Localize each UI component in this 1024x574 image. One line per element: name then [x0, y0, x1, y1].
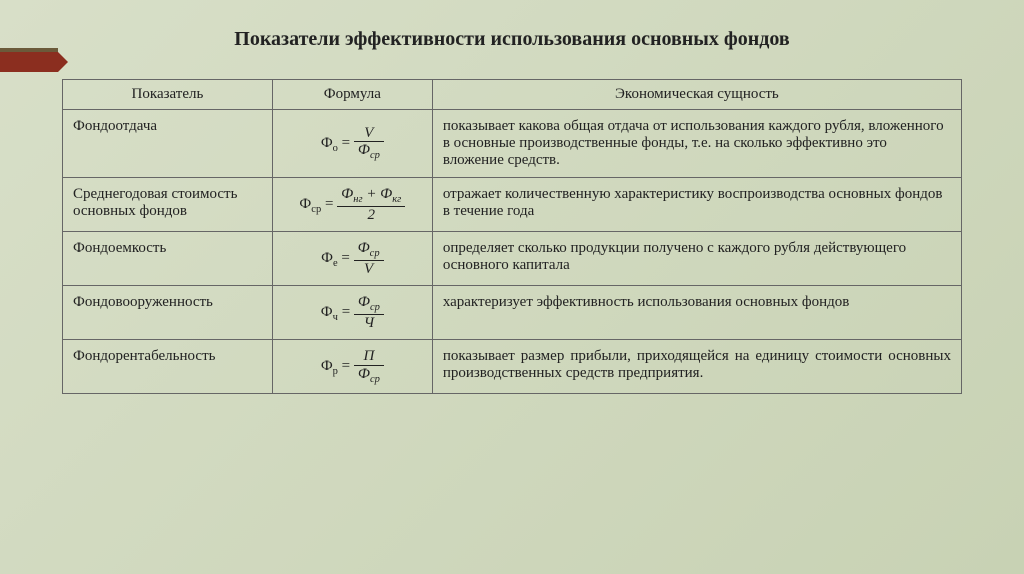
cell-indicator: Фондовооруженность [63, 286, 273, 340]
table-row: ФондоемкостьФе = ФсрVопределяет сколько … [63, 232, 962, 286]
cell-indicator: Фондоемкость [63, 232, 273, 286]
table-body: ФондоотдачаФо = VФсрпоказывает какова об… [63, 110, 962, 394]
cell-indicator: Фондоотдача [63, 110, 273, 178]
cell-essence: показывает какова общая отдача от исполь… [432, 110, 961, 178]
page-title: Показатели эффективности использования о… [0, 0, 1024, 79]
header-indicator: Показатель [63, 80, 273, 110]
table-row: Среднегодовая стоимость основных фондовФ… [63, 178, 962, 232]
cell-indicator: Фондорентабельность [63, 340, 273, 394]
cell-indicator: Среднегодовая стоимость основных фондов [63, 178, 273, 232]
table-row: ФондорентабельностьФр = ПФсрпоказывает р… [63, 340, 962, 394]
cell-formula: Фр = ПФср [272, 340, 432, 394]
cell-formula: Фо = VФср [272, 110, 432, 178]
cell-essence: отражает количественную характеристику в… [432, 178, 961, 232]
accent-ribbon [0, 52, 58, 72]
cell-formula: Фср = Фнг + Фкг2 [272, 178, 432, 232]
table-row: ФондовооруженностьФч = ФсрЧхарактеризует… [63, 286, 962, 340]
cell-essence: определяет сколько продукции получено с … [432, 232, 961, 286]
cell-formula: Фч = ФсрЧ [272, 286, 432, 340]
table-header-row: Показатель Формула Экономическая сущност… [63, 80, 962, 110]
header-formula: Формула [272, 80, 432, 110]
indicators-table: Показатель Формула Экономическая сущност… [62, 79, 962, 394]
header-essence: Экономическая сущность [432, 80, 961, 110]
cell-essence: характеризует эффективность использовани… [432, 286, 961, 340]
table-row: ФондоотдачаФо = VФсрпоказывает какова об… [63, 110, 962, 178]
cell-essence: показывает размер прибыли, приходящейся … [432, 340, 961, 394]
cell-formula: Фе = ФсрV [272, 232, 432, 286]
